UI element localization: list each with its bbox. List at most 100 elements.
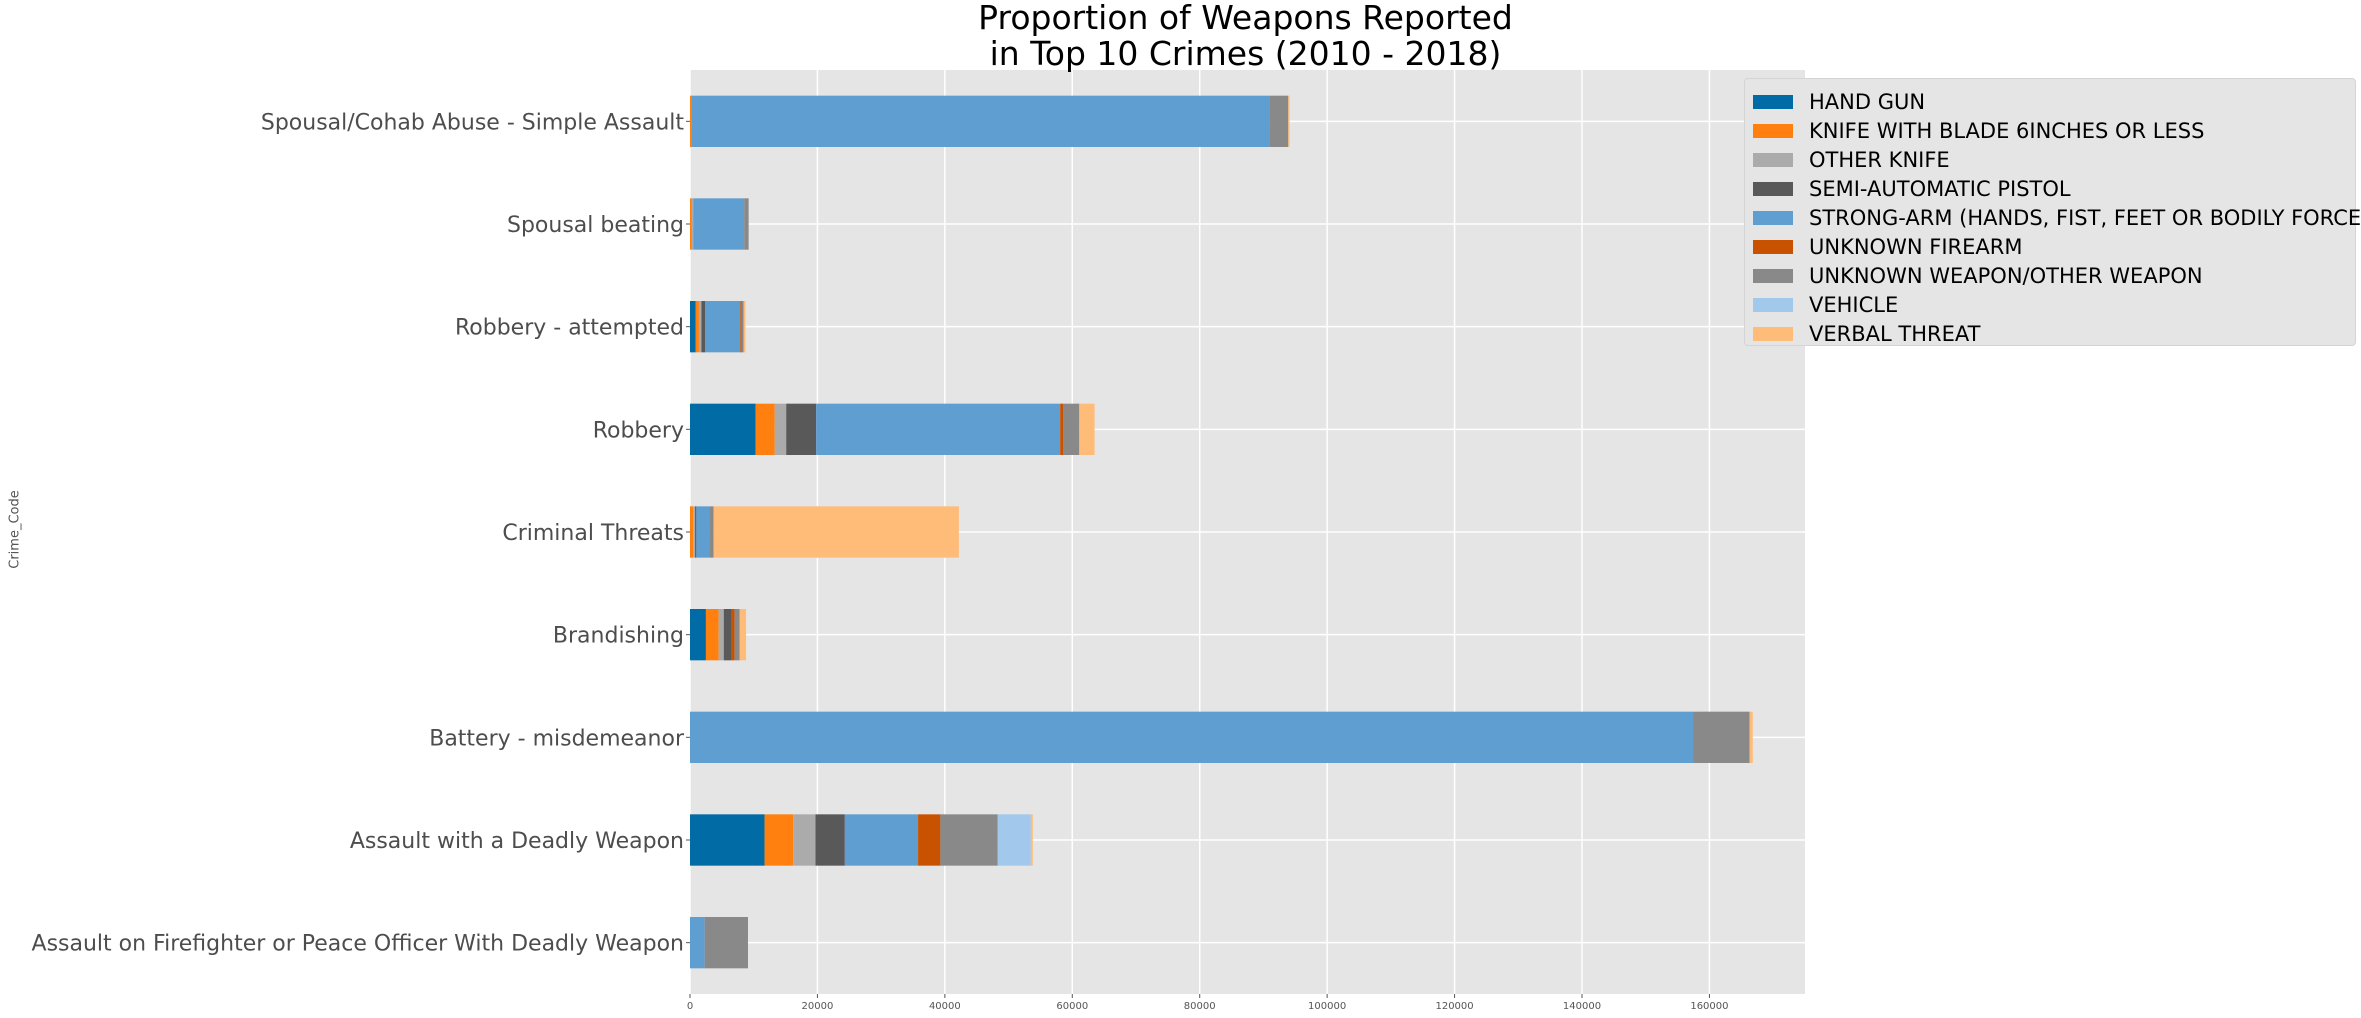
legend-swatch: [1753, 326, 1793, 341]
bar-segment: [690, 198, 692, 250]
y-axis-label: Crime_Code: [7, 490, 23, 569]
legend-swatch: [1753, 297, 1793, 312]
bar-segment: [701, 301, 706, 353]
bar-segment: [1063, 403, 1080, 455]
legend-label: VERBAL THREAT: [1809, 321, 1981, 346]
bar-segment: [774, 403, 787, 455]
bar-segment: [690, 506, 694, 558]
x-tick-label: 100000: [1308, 1001, 1346, 1012]
y-tick-label: Robbery: [593, 418, 684, 443]
legend-label: UNKNOWN FIREARM: [1809, 234, 2023, 259]
bar-segment: [696, 506, 710, 558]
y-tick-label: Brandishing: [553, 624, 684, 649]
legend-swatch: [1753, 181, 1793, 196]
y-tick-label: Assault on Firefighter or Peace Officer …: [32, 932, 684, 957]
legend-item: VERBAL THREAT: [1745, 319, 2355, 348]
x-tick-label: 80000: [1184, 1001, 1216, 1012]
bar-segment: [1269, 95, 1289, 147]
bar-segment: [695, 301, 699, 353]
x-tick-label: 140000: [1563, 1001, 1601, 1012]
bar-segment: [705, 301, 741, 353]
legend-swatch: [1753, 239, 1793, 254]
bar-segment: [690, 711, 1694, 763]
bar-segment: [786, 403, 817, 455]
x-tick-labels: 0 20000 40000 60000 80000 100000 120000 140000 1…: [687, 994, 1729, 1012]
legend-label: KNIFE WITH BLADE 6INCHES OR LESS: [1809, 118, 2205, 143]
legend-label: VEHICLE: [1809, 292, 1899, 317]
legend-swatch: [1753, 123, 1793, 138]
bar-segment: [705, 609, 719, 661]
legend-item: UNKNOWN WEAPON/OTHER WEAPON: [1745, 261, 2355, 290]
bar-segment: [713, 506, 959, 558]
bar-segment: [744, 198, 749, 250]
legend-item: HAND GUN: [1745, 87, 2355, 116]
legend-label: SEMI-AUTOMATIC PISTOL: [1809, 176, 2071, 201]
bar-segment: [918, 814, 941, 866]
legend-swatch: [1753, 210, 1793, 225]
bar-segment: [690, 609, 706, 661]
x-tick-label: 160000: [1690, 1001, 1728, 1012]
legend-item: UNKNOWN FIREARM: [1745, 232, 2355, 261]
x-tick-label: 120000: [1435, 1001, 1473, 1012]
bar-segment: [1288, 95, 1290, 147]
legend-swatch: [1753, 94, 1793, 109]
legend: HAND GUN KNIFE WITH BLADE 6INCHES OR LESS…: [1744, 78, 2361, 348]
legend-label: HAND GUN: [1809, 89, 1926, 114]
bar-segment: [741, 301, 744, 353]
bar-segment: [1749, 711, 1753, 763]
bar-segment: [739, 609, 747, 661]
bar-segment: [690, 917, 705, 969]
bar-segment: [793, 814, 816, 866]
legend-item: VEHICLE: [1745, 290, 2355, 319]
legend-swatch: [1753, 268, 1793, 283]
bar-segment: [690, 95, 692, 147]
legend-item: OTHER KNIFE: [1745, 145, 2355, 174]
legend-item: SEMI-AUTOMATIC PISTOL: [1745, 174, 2355, 203]
bar-segment: [1060, 403, 1064, 455]
y-tick-label: Spousal beating: [507, 213, 684, 238]
legend-label: STRONG-ARM (HANDS, FIST, FEET OR BODILY …: [1809, 205, 2361, 230]
x-tick-label: 20000: [802, 1001, 834, 1012]
x-tick-label: 60000: [1056, 1001, 1088, 1012]
bar-segment: [691, 198, 694, 250]
bar-segment: [723, 609, 732, 661]
x-tick-label: 0: [687, 1001, 693, 1012]
bar-segment: [731, 609, 735, 661]
legend-label: UNKNOWN WEAPON/OTHER WEAPON: [1809, 263, 2203, 288]
bar-segment: [690, 403, 756, 455]
bar-segment: [693, 506, 696, 558]
bar-segment: [691, 95, 1270, 147]
legend-label: OTHER KNIFE: [1809, 147, 1950, 172]
bar-segment: [704, 917, 748, 969]
bar-segment: [709, 506, 714, 558]
chart-title-line-1: Proportion of Weapons Reported: [978, 0, 1513, 37]
bar-segment: [695, 506, 697, 558]
bar-segment: [940, 814, 998, 866]
bar-segment: [740, 301, 742, 353]
bar-segment: [693, 198, 745, 250]
y-tick-label: Assault with a Deadly Weapon: [350, 829, 684, 854]
bar-segment: [718, 609, 724, 661]
bar-segment: [1693, 711, 1750, 763]
bars: [690, 95, 1753, 969]
chart-title-line-2: in Top 10 Crimes (2010 - 2018): [989, 34, 1502, 73]
bar-segment: [690, 301, 696, 353]
chart-title: Proportion of Weapons Reported in Top 10…: [0, 0, 2361, 72]
bar-segment: [1079, 403, 1095, 455]
bar-segment: [1030, 814, 1033, 866]
bar-segment: [764, 814, 794, 866]
bar-segment: [815, 814, 845, 866]
x-tick-label: 40000: [929, 1001, 961, 1012]
y-tick-label: Spousal/Cohab Abuse - Simple Assault: [261, 110, 685, 135]
bar-segment: [755, 403, 775, 455]
y-tick-label: Criminal Threats: [502, 521, 684, 546]
bar-segment: [734, 609, 740, 661]
y-tick-label: Robbery - attempted: [455, 316, 684, 341]
legend-item: STRONG-ARM (HANDS, FIST, FEET OR BODILY …: [1745, 203, 2361, 232]
y-tick-labels: Spousal/Cohab Abuse - Simple Assault Spou…: [32, 110, 690, 957]
bar-segment: [997, 814, 1031, 866]
bar-segment: [844, 814, 919, 866]
legend-swatch: [1753, 152, 1793, 167]
y-tick-label: Battery - misdemeanor: [429, 726, 685, 751]
